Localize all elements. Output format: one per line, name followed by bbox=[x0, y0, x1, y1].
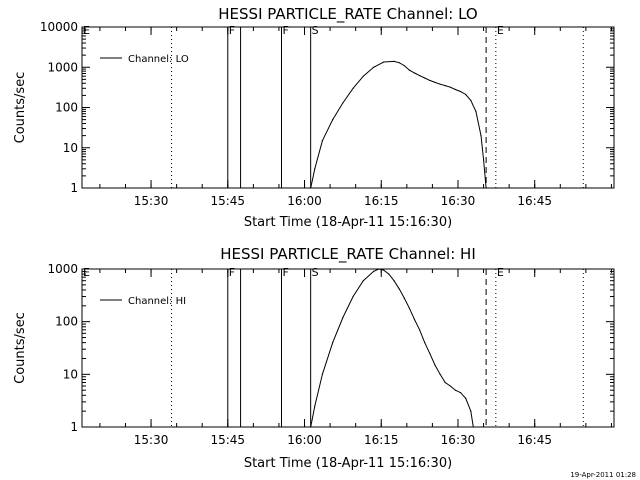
panel1-data-point-0-1 bbox=[314, 168, 316, 170]
panel2-data-point-0-1 bbox=[314, 405, 316, 407]
panel1-data-point-0-9 bbox=[393, 60, 395, 62]
panel2-data-point-0-6 bbox=[362, 280, 364, 282]
panel2-data-point-0-22 bbox=[449, 385, 451, 387]
panel1-ytick-label-3: 1000 bbox=[47, 60, 78, 74]
panel1-data-point-0-5 bbox=[352, 87, 354, 89]
panel1-data-point-0-10 bbox=[398, 62, 400, 64]
panel2-data-point-0-13 bbox=[403, 297, 405, 299]
panel1-plot-frame bbox=[81, 26, 615, 189]
panel2-data-point-0-19 bbox=[434, 364, 436, 366]
panel2-data-point-0-14 bbox=[408, 307, 410, 309]
panel2-marker-label-7: E bbox=[497, 266, 504, 279]
panel2-data-point-0-18 bbox=[429, 352, 431, 354]
panel2-ytick-label-2: 100 bbox=[55, 315, 78, 329]
panel2-marker-label-0: E bbox=[83, 266, 90, 279]
panel2-data-point-0-16 bbox=[419, 329, 421, 331]
panel2-marker-label-5: S bbox=[312, 266, 319, 279]
panel2-xtick-label-2: 16:00 bbox=[287, 433, 322, 447]
panel2-data-point-0-20 bbox=[439, 373, 441, 375]
panel2-data-point-0-5 bbox=[352, 295, 354, 298]
panel2-xtick-label-0: 15:30 bbox=[134, 433, 169, 447]
panel2-data-point-0-23 bbox=[454, 389, 457, 391]
panel1-data-point-0-2 bbox=[321, 140, 324, 142]
panel1-data-point-0-27 bbox=[482, 159, 485, 161]
panel1-data-point-0-25 bbox=[475, 110, 477, 113]
panel2-data-point-0-3 bbox=[332, 342, 334, 344]
panel2-data-point-0-10 bbox=[388, 273, 390, 275]
panel1-x-axis-label: Start Time (18-Apr-11 15:16:30) bbox=[244, 215, 452, 230]
panel1-data-point-0-17 bbox=[434, 81, 436, 84]
panel1-data-point-0-16 bbox=[429, 79, 431, 82]
panel2-ytick-label-0: 1 bbox=[70, 420, 78, 434]
timestamp-label: 19-Apr-2011 01:28 bbox=[570, 471, 636, 479]
panel2-legend-label: Channel: HI bbox=[128, 296, 186, 307]
panel2-data-point-0-12 bbox=[398, 288, 400, 290]
panel1-data-point-0-18 bbox=[439, 83, 441, 85]
panel1-data-point-0-8 bbox=[383, 61, 385, 63]
panel1-data-point-0-6 bbox=[362, 75, 364, 77]
panel1-data-point-0-15 bbox=[424, 77, 426, 79]
panel2-data-point-0-17 bbox=[424, 342, 426, 344]
panel2-data-point-0-7 bbox=[372, 270, 375, 273]
panel2-ytick-label-3: 1000 bbox=[47, 262, 78, 276]
panel1-ytick-label-1: 10 bbox=[63, 141, 78, 155]
panel2-data-point-0-24 bbox=[459, 391, 462, 394]
panel2-marker-label-2: F bbox=[229, 266, 235, 279]
panel1-data-point-0-3 bbox=[332, 119, 334, 121]
panel1-marker-label-7: E bbox=[497, 24, 504, 37]
panel2-data-point-0-25 bbox=[465, 397, 467, 399]
panel1-data-point-0-23 bbox=[465, 93, 467, 96]
panel1-ytick-label-0: 1 bbox=[70, 181, 78, 195]
panel1-marker-label-4: F bbox=[283, 24, 289, 37]
panel1-marker-label-2: F bbox=[229, 24, 235, 37]
panel1-data-point-0-22 bbox=[459, 90, 462, 93]
panel1-marker-label-0: E bbox=[83, 24, 90, 37]
panel1-ytick-label-4: 10000 bbox=[40, 20, 78, 34]
panel2-data-point-0-2 bbox=[321, 373, 324, 375]
panel1-legend-label: Channel: LO bbox=[128, 54, 189, 65]
panel1-xtick-label-5: 16:45 bbox=[517, 194, 552, 208]
panel1-data-point-0-20 bbox=[449, 86, 451, 88]
panel1-data-point-0-13 bbox=[413, 72, 416, 74]
panel2-series-line-0 bbox=[310, 268, 474, 428]
panel1-series-line-0 bbox=[310, 60, 487, 189]
panel1-y-axis-label: Counts/sec bbox=[13, 72, 28, 144]
panel2-data-point-0-26 bbox=[470, 410, 472, 412]
panel1-xtick-label-1: 15:45 bbox=[210, 194, 245, 208]
panel1-xtick-label-2: 16:00 bbox=[287, 194, 322, 208]
panel2-x-axis-label: Start Time (18-Apr-11 15:16:30) bbox=[244, 456, 452, 471]
panel2-y-axis-label: Counts/sec bbox=[13, 312, 28, 384]
panel2-xtick-label-5: 16:45 bbox=[517, 433, 552, 447]
panel2-marker-label-4: F bbox=[283, 266, 289, 279]
panel1-data-point-0-21 bbox=[454, 88, 457, 91]
panel2-title: HESSI PARTICLE_RATE Channel: HI bbox=[220, 245, 476, 264]
panel1-data-point-0-4 bbox=[342, 102, 344, 104]
panel2-xtick-label-3: 16:15 bbox=[364, 433, 399, 447]
panel2-data-point-0-4 bbox=[342, 316, 344, 319]
panel2-plot-frame bbox=[81, 268, 615, 428]
panel2-ytick-label-1: 10 bbox=[63, 367, 78, 381]
panel1-ytick-label-2: 100 bbox=[55, 101, 78, 115]
panel1-data-point-0-19 bbox=[444, 85, 446, 87]
panel1-xtick-label-4: 16:30 bbox=[441, 194, 476, 208]
panel2-data-point-0-11 bbox=[393, 280, 395, 282]
panel1-marker-label-5: S bbox=[312, 24, 319, 37]
panel2-data-point-0-15 bbox=[413, 318, 416, 321]
panel1-data-point-0-7 bbox=[372, 66, 375, 68]
panel2-xtick-label-4: 16:30 bbox=[441, 433, 476, 447]
panel1-xtick-label-3: 16:15 bbox=[364, 194, 399, 208]
panel2-xtick-label-1: 15:45 bbox=[210, 433, 245, 447]
panel2-data-point-0-9 bbox=[383, 269, 385, 271]
panel1-data-point-0-24 bbox=[470, 99, 472, 102]
panel1-title: HESSI PARTICLE_RATE Channel: LO bbox=[218, 5, 477, 24]
panel1-data-point-0-11 bbox=[403, 64, 405, 67]
panel1-xtick-label-0: 15:30 bbox=[134, 194, 169, 208]
panel2-data-point-0-21 bbox=[444, 381, 446, 384]
panel1-data-point-0-12 bbox=[408, 69, 410, 71]
panel1-data-point-0-14 bbox=[419, 75, 421, 77]
panel1-data-point-0-26 bbox=[480, 135, 482, 137]
